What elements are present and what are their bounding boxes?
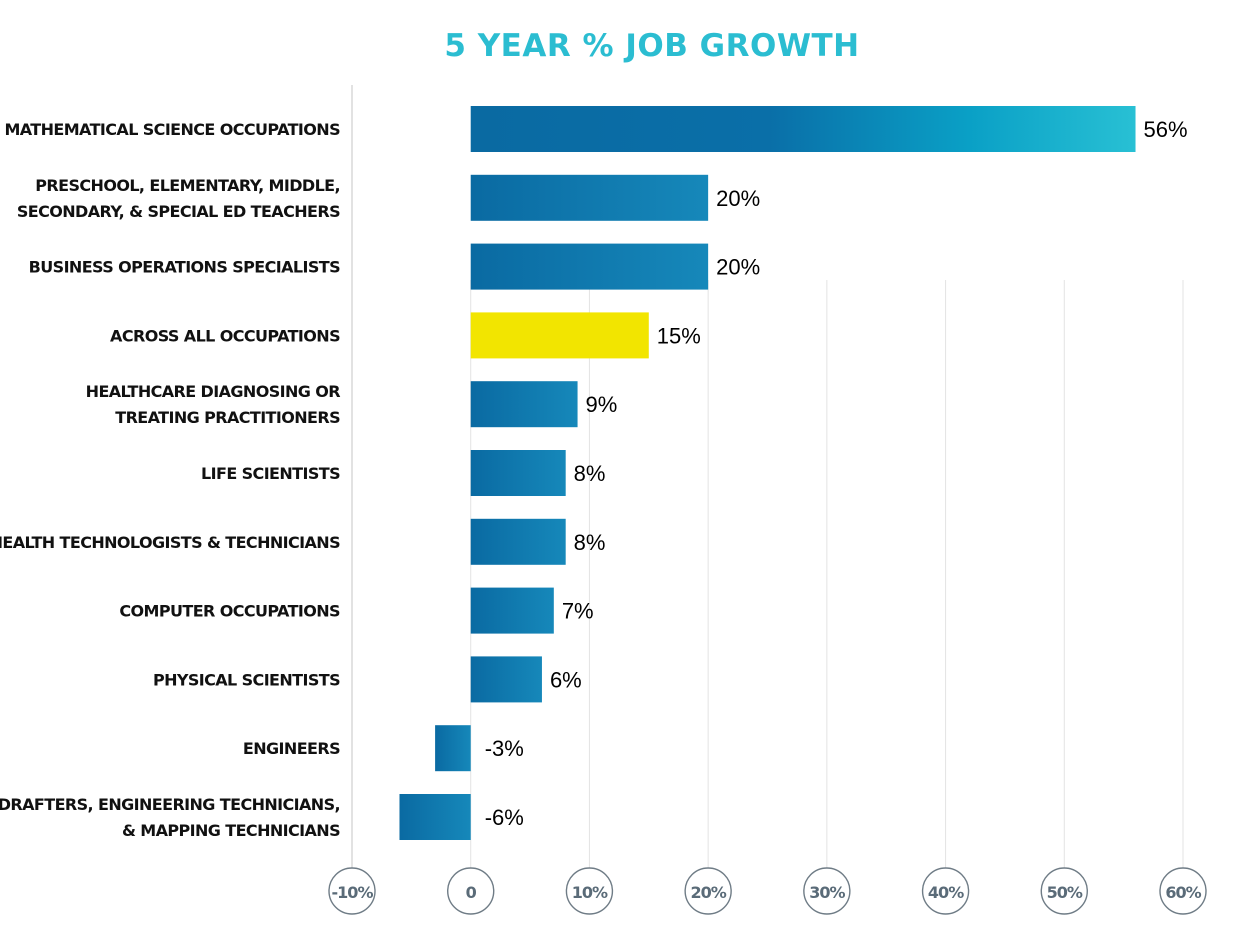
category-labels: MATHEMATICAL SCIENCE OCCUPATIONS PRESCHOO… xyxy=(0,120,341,840)
tick-circle xyxy=(684,867,732,915)
tick-circle xyxy=(1159,867,1207,915)
bar xyxy=(470,312,649,359)
category-label: COMPUTER OCCUPATIONS xyxy=(119,602,340,621)
bar xyxy=(470,518,566,565)
category-label: LIFE SCIENTISTS xyxy=(201,464,340,483)
category-label: PRESCHOOL, ELEMENTARY, MIDDLE, SECONDARY,… xyxy=(17,176,340,221)
tick-label: 40% xyxy=(928,883,964,902)
bar xyxy=(470,381,578,428)
value-label: 8% xyxy=(574,461,606,486)
category-label: MATHEMATICAL SCIENCE OCCUPATIONS xyxy=(4,120,340,139)
value-labels: 56% 20% 20% 15% 9% 8% 8% 7% 6% -3% -6% xyxy=(485,117,1188,830)
gridlines xyxy=(470,280,1184,868)
tick-label: 60% xyxy=(1165,883,1201,902)
category-label: ACROSS ALL OCCUPATIONS xyxy=(110,326,340,345)
tick-circle xyxy=(921,867,970,915)
tick-circle xyxy=(803,867,851,915)
bar xyxy=(470,106,1136,152)
bar xyxy=(470,450,566,496)
category-label: HEALTHCARE DIAGNOSING OR TREATING PRACTIT… xyxy=(86,382,341,427)
value-label: 20% xyxy=(716,186,760,211)
value-label: 56% xyxy=(1144,117,1188,142)
bar xyxy=(435,725,471,772)
value-label: 20% xyxy=(716,255,760,280)
value-label: -3% xyxy=(485,736,524,761)
chart-title: 5 YEAR % JOB GROWTH xyxy=(444,28,859,64)
tick-circle xyxy=(1040,867,1088,915)
tick-circle xyxy=(565,867,614,915)
category-label: BUSINESS OPERATIONS SPECIALISTS xyxy=(29,258,340,277)
tick-label: 10% xyxy=(572,883,608,902)
tick-label: 20% xyxy=(690,883,726,902)
value-label: 15% xyxy=(657,323,701,348)
bar xyxy=(470,587,554,634)
category-label: HEALTH TECHNOLOGISTS & TECHNICIANS xyxy=(0,533,340,552)
value-label: 6% xyxy=(550,667,582,692)
bars xyxy=(399,106,1136,840)
category-label: DRAFTERS, ENGINEERING TECHNICIANS, & MAPP… xyxy=(0,795,340,840)
x-axis-ticks: -10% 0 10% 20% 30% 40% 50% 60% xyxy=(328,867,1207,915)
value-label: 7% xyxy=(562,599,594,624)
tick-label: -10% xyxy=(332,883,374,902)
value-label: 8% xyxy=(574,530,606,555)
tick-circle xyxy=(447,867,495,915)
bar xyxy=(470,656,542,703)
bar xyxy=(470,243,709,290)
tick-label: 30% xyxy=(809,883,845,902)
category-label: ENGINEERS xyxy=(243,739,340,758)
bar xyxy=(399,794,471,840)
category-label: PHYSICAL SCIENTISTS xyxy=(153,670,340,689)
tick-circle xyxy=(328,867,376,915)
value-label: 9% xyxy=(586,392,618,417)
bar xyxy=(470,174,709,221)
tick-label: 0 xyxy=(466,883,477,902)
tick-label: 50% xyxy=(1047,883,1083,902)
value-label: -6% xyxy=(485,805,524,830)
